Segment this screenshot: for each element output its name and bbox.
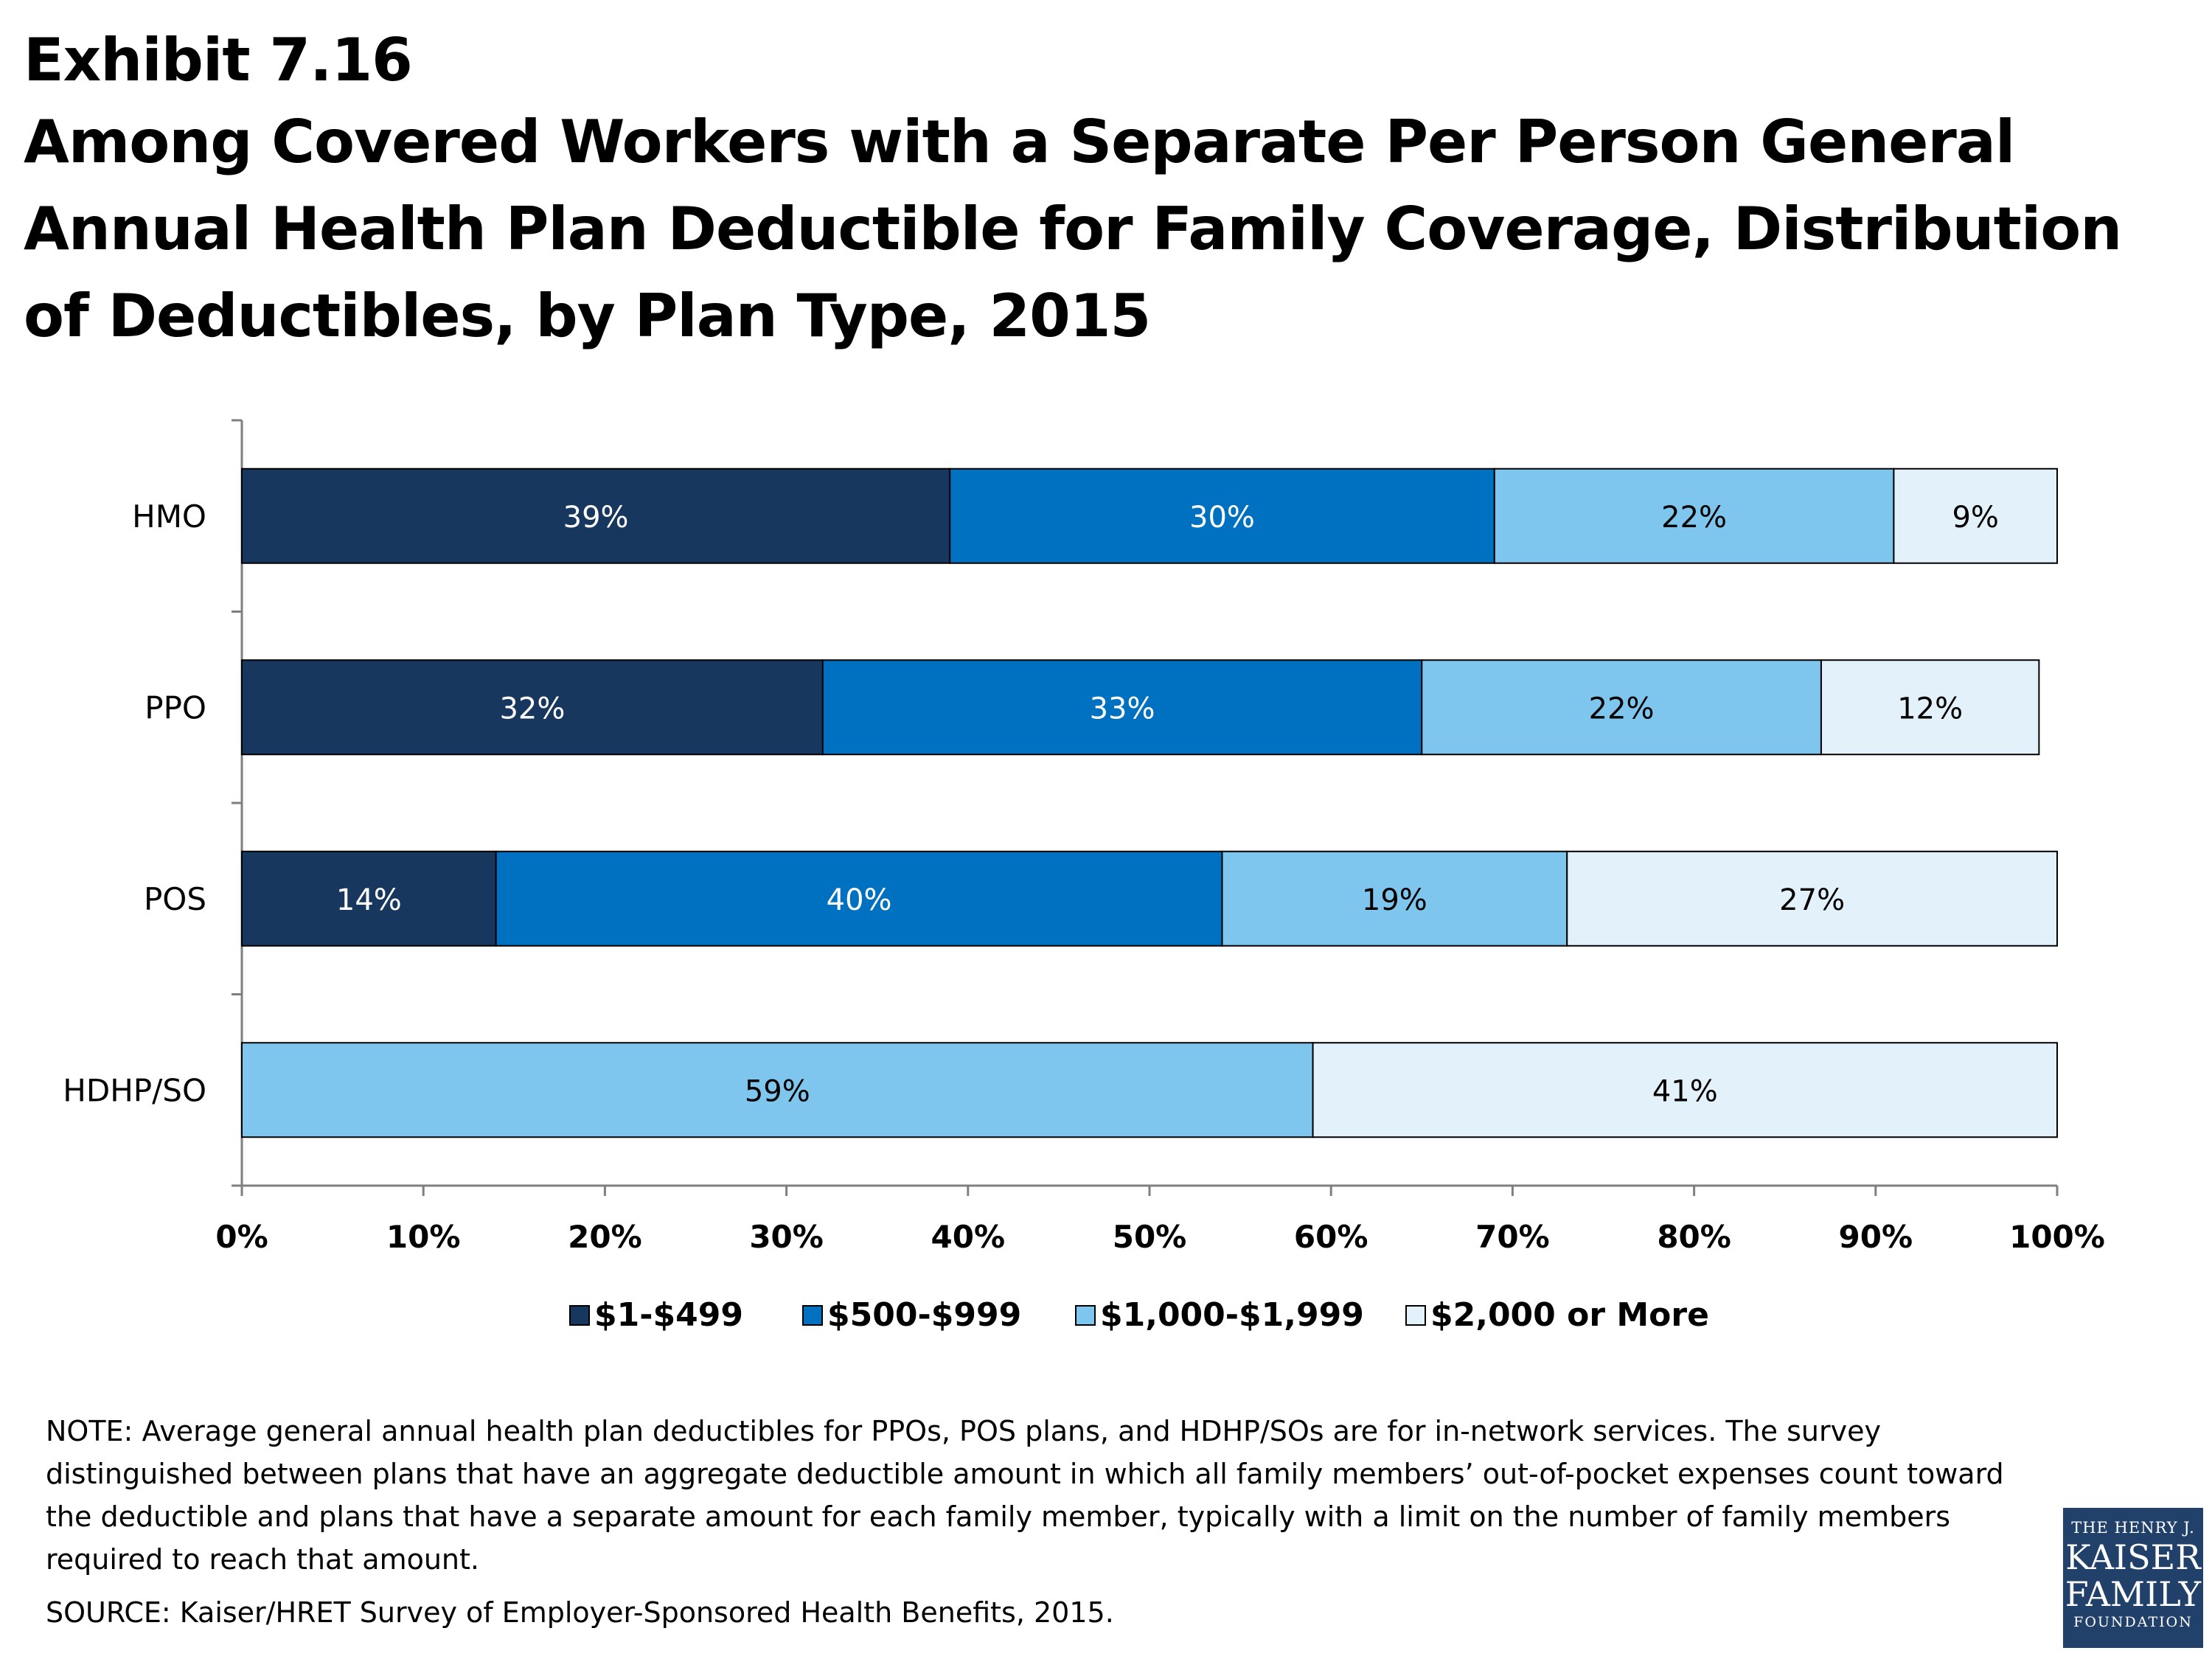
legend-label: $500-$999 [827,1296,1022,1334]
y-category-label: POS [144,881,206,917]
y-category-label: HDHP/SO [63,1072,206,1108]
legend-swatch [1405,1304,1426,1326]
bar-segment [1421,659,1822,756]
x-tick-label: 10% [386,1219,461,1255]
x-tick-label: 80% [1657,1219,1731,1255]
data-label: 39% [563,501,629,535]
data-label: 19% [1362,883,1427,917]
data-label: 9% [1952,501,1998,535]
legend-label: $1-$499 [594,1296,743,1334]
logo-line-2: KAISER [2065,1537,2201,1577]
data-label: 32% [499,692,565,726]
x-tick-label: 70% [1475,1219,1550,1255]
legend-swatch [569,1304,590,1326]
x-tick-label: 40% [931,1219,1006,1255]
data-label: 22% [1589,692,1655,726]
bar-segment [821,659,1423,756]
stacked-bar-chart: 0% 10% 20% 30% 40% 50% 60% 70% 80% 90% 100% HMO 39% 3… [63,419,2105,1255]
bar-segment [1566,850,2058,947]
bar-segment [495,850,1223,947]
data-label: 40% [827,883,892,917]
x-tick-label: 90% [1839,1219,1913,1255]
legend-item: $500-$999 [802,1296,1021,1334]
y-category-label: HMO [132,498,206,535]
x-tick-label: 100% [2009,1219,2105,1255]
logo-line-1: THE HENRY J. [2071,1519,2195,1537]
bar-segment [949,467,1495,564]
data-label: 12% [1897,692,1963,726]
kaiser-family-foundation-logo: THE HENRY J. KAISER FAMILY FOUNDATION [2063,1508,2203,1648]
legend-item: $2,000 or More [1405,1296,1709,1334]
data-label: 33% [1090,692,1155,726]
x-tick-label: 30% [749,1219,824,1255]
data-label: 22% [1661,501,1727,535]
data-label: 27% [1779,883,1845,917]
bar-segment [1312,1042,2058,1138]
x-tick-label: 60% [1294,1219,1368,1255]
bar-segment [241,467,951,564]
y-category-label: PPO [145,689,206,726]
data-label: 14% [336,883,402,917]
bar-segment [241,1042,1314,1138]
bar-segment [1493,467,1895,564]
exhibit-number: Exhibit 7.16 [24,26,413,94]
note-text: NOTE: Average general annual health plan… [46,1415,2004,1576]
title-block: Exhibit 7.16 Among Covered Workers with … [24,22,2177,360]
legend: $1-$499 $500-$999 $1,000-$1,999 $2,000 or M… [0,1296,2212,1348]
logo-line-3: FAMILY [2065,1574,2202,1614]
x-tick-label: 20% [568,1219,642,1255]
source-text: SOURCE: Kaiser/HRET Survey of Employer-S… [46,1596,1114,1629]
chart-title: Among Covered Workers with a Separate Pe… [24,108,2122,350]
bar-segment [1893,467,2058,564]
bar-segment [1820,659,2040,756]
legend-label: $1,000-$1,999 [1100,1296,1364,1334]
legend-item: $1-$499 [569,1296,743,1334]
legend-item: $1,000-$1,999 [1075,1296,1364,1334]
data-label: 30% [1189,501,1255,535]
data-label: 41% [1652,1074,1718,1108]
legend-label: $2,000 or More [1430,1296,1709,1334]
x-tick-label: 0% [215,1219,268,1255]
x-tick-label: 50% [1113,1219,1187,1255]
bar-segment [1221,850,1568,947]
legend-swatch [802,1304,823,1326]
logo-line-4: FOUNDATION [2073,1614,2193,1630]
data-label: 59% [745,1074,810,1108]
legend-swatch [1075,1304,1096,1326]
